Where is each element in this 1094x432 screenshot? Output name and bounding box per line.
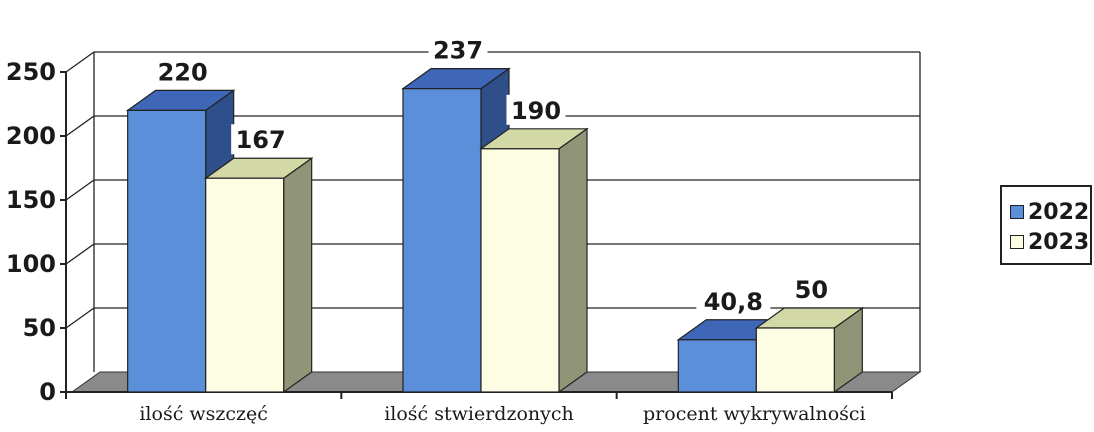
gridline-diag-2 [65, 243, 95, 265]
bar-2022-0 [127, 109, 207, 393]
bar-2022-2 [677, 339, 757, 393]
legend-swatch-2023 [1010, 235, 1024, 249]
data-label-2022-2: 40,8 [704, 288, 763, 316]
data-label-2023-2: 50 [795, 276, 828, 304]
gridline-diag-5 [65, 51, 95, 73]
legend-item-2022: 2022 [1010, 197, 1090, 227]
gridline-diag-4 [65, 115, 95, 137]
legend-label-2022: 2022 [1028, 199, 1090, 225]
data-label-2023-1: 190 [511, 97, 561, 125]
x-category-label-0: ilość wszczęć [139, 403, 268, 425]
legend: 2022 2023 [1000, 185, 1092, 265]
bar-2023-2 [755, 327, 835, 393]
legend-label-2023: 2023 [1028, 229, 1090, 255]
bar-2023-1 [480, 148, 560, 393]
data-label-bg-2023-1 [506, 94, 566, 125]
x-category-label-2: procent wykrywalności [643, 403, 866, 425]
data-label-bg-2022-1 [428, 34, 488, 65]
data-label-2022-0: 220 [158, 58, 208, 86]
legend-item-2023: 2023 [1010, 227, 1090, 257]
data-label-bg-2022-2 [696, 285, 771, 316]
y-tick-label-2: 100 [6, 250, 56, 278]
gridline-diag-3 [65, 179, 95, 201]
legend-swatch-2022 [1010, 205, 1024, 219]
bar-2022-1 [402, 88, 482, 393]
data-label-2022-1: 237 [433, 37, 483, 65]
x-category-label-1: ilość stwierdzonych [384, 403, 574, 425]
data-label-bg-2023-2 [789, 274, 834, 304]
bar-side-2023-1 [558, 127, 588, 394]
bar-side-2023-0 [283, 157, 313, 394]
data-label-2023-0: 167 [236, 126, 286, 154]
y-tick-label-4: 200 [6, 122, 56, 150]
y-tick-label-3: 150 [6, 186, 56, 214]
data-label-bg-2023-0 [231, 124, 291, 155]
y-tick-label-0: 0 [39, 378, 56, 406]
y-tick-label-1: 50 [23, 314, 56, 342]
y-tick-label-5: 250 [6, 58, 56, 86]
bar-2023-0 [205, 177, 285, 393]
data-label-bg-2022-0 [153, 56, 213, 87]
gridline-diag-1 [65, 307, 95, 329]
